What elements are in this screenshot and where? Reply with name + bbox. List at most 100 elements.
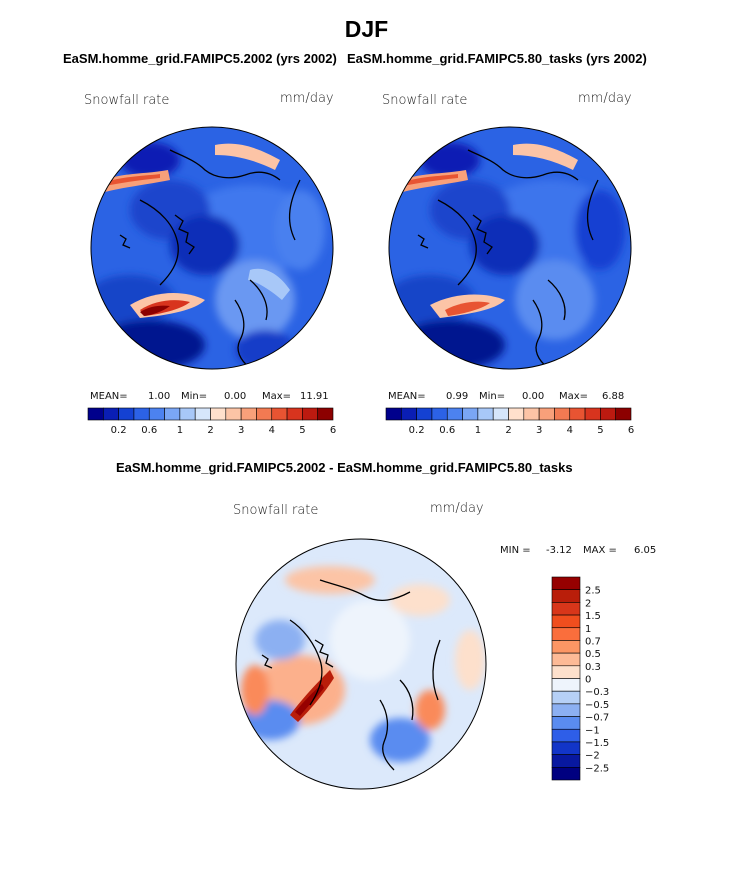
colorbar-swatch (551, 767, 581, 781)
panel-1-map (91, 127, 333, 369)
panel-1-units-label: mm/day (280, 91, 334, 106)
colorbar-swatch (446, 407, 463, 421)
colorbar-tick-label: 6 (330, 425, 336, 436)
panel-1-max-value: 11.91 (300, 391, 329, 402)
colorbar-tick-label: 1 (475, 425, 481, 436)
colorbar-swatch (103, 407, 119, 421)
colorbar-swatch (551, 741, 581, 755)
colorbar-swatch (385, 407, 402, 421)
colorbar-tick-label: 1 (177, 425, 183, 436)
panel-3-min-value: -3.12 (546, 545, 572, 556)
colorbar-tick-label: 5 (597, 425, 603, 436)
colorbar-tick-label: 1.5 (585, 611, 601, 622)
colorbar-swatch (302, 407, 318, 421)
panel-1-variable-label: Snowfall rate (84, 93, 170, 108)
panel-1-title: EaSM.homme_grid.FAMIPC5.2002 (yrs 2002) (63, 51, 337, 66)
colorbar-tick-label: −0.5 (585, 700, 609, 711)
colorbar-tick-label: 0.6 (141, 425, 157, 436)
colorbar-swatch (551, 703, 581, 717)
colorbar-swatch (584, 407, 601, 421)
colorbar-tick-label: 5 (299, 425, 305, 436)
panel-1-max-label: Max= (262, 391, 292, 402)
panel-1-mean-label: MEAN= (90, 391, 128, 402)
colorbar-swatch (554, 407, 571, 421)
colorbar-swatch (240, 407, 257, 421)
colorbar-swatch (416, 407, 433, 421)
panel-3-map-border (235, 538, 487, 790)
colorbar-tick-label: 0.7 (585, 636, 601, 647)
panel-1-colorbar: 0.2 0.6 1 2 3 4 5 6 (87, 407, 336, 436)
colorbar-tick-label: −0.3 (585, 687, 609, 698)
colorbar-swatch (569, 407, 586, 421)
panel-2-min-label: Min= (479, 391, 506, 402)
colorbar-swatch (401, 407, 417, 421)
colorbar-tick-label: 4 (269, 425, 275, 436)
colorbar-tick-label: 3 (536, 425, 542, 436)
colorbar-swatch (551, 640, 581, 654)
colorbar-swatch (118, 407, 135, 421)
colorbar-tick-label: 0 (585, 675, 591, 686)
panel-2-mean-label: MEAN= (388, 391, 426, 402)
colorbar-tick-label: −2 (585, 751, 600, 762)
colorbar-tick-label: 0.6 (439, 425, 455, 436)
colorbar-tick-label: 2.5 (585, 586, 601, 597)
panel-2-title: EaSM.homme_grid.FAMIPC5.80_tasks (yrs 20… (347, 51, 647, 66)
colorbar-swatch (271, 407, 288, 421)
colorbar-swatch (551, 652, 581, 667)
panel-2-units-label: mm/day (578, 91, 632, 106)
colorbar-swatch (87, 407, 104, 421)
panel-2-max-value: 6.88 (602, 391, 625, 402)
colorbar-swatch (508, 407, 525, 421)
colorbar-swatch (477, 407, 494, 421)
panel-3-title: EaSM.homme_grid.FAMIPC5.2002 - EaSM.homm… (116, 460, 573, 475)
colorbar-tick-label: −0.7 (585, 713, 609, 724)
panel-2-max-label: Max= (559, 391, 589, 402)
colorbar-tick-label: 2 (505, 425, 511, 436)
panel-3-units-label: mm/day (430, 501, 484, 516)
page-title: DJF (344, 16, 389, 42)
colorbar-swatch (164, 407, 181, 421)
colorbar-tick-label: 0.2 (111, 425, 127, 436)
colorbar-swatch (286, 407, 303, 421)
colorbar-swatch (225, 407, 242, 421)
colorbar-tick-label: −2.5 (585, 763, 609, 774)
panel-2-min-value: 0.00 (522, 391, 545, 402)
colorbar-swatch (256, 407, 273, 421)
colorbar-swatch (431, 407, 448, 421)
colorbar-swatch (551, 614, 581, 629)
colorbar-swatch (615, 407, 632, 421)
colorbar-tick-label: 0.5 (585, 649, 601, 660)
colorbar-swatch (551, 716, 581, 730)
colorbar-swatch (194, 407, 211, 421)
colorbar-swatch (600, 407, 616, 421)
colorbar-swatch (462, 407, 479, 421)
colorbar-tick-label: −1 (585, 725, 600, 736)
colorbar-tick-label: 3 (238, 425, 244, 436)
colorbar-tick-label: 2 (585, 598, 591, 609)
panel-1-mean-value: 1.00 (148, 391, 171, 402)
panel-2-map (389, 127, 631, 369)
panel-3-max-label: MAX = (583, 545, 617, 556)
colorbar-swatch (523, 407, 540, 421)
panel-3-max-value: 6.05 (634, 545, 657, 556)
panel-2-variable-label: Snowfall rate (382, 93, 468, 108)
panel-1-min-label: Min= (181, 391, 208, 402)
panel-3-min-label: MIN = (500, 545, 531, 556)
panel-2-colorbar: 0.2 0.6 1 2 3 4 5 6 (385, 407, 634, 436)
colorbar-swatch (492, 407, 509, 421)
colorbar-tick-label: 4 (567, 425, 573, 436)
colorbar-swatch (551, 690, 581, 705)
colorbar-tick-label: −1.5 (585, 738, 609, 749)
colorbar-swatch (551, 602, 581, 616)
panel-1-map-border (90, 126, 334, 370)
panel-3-colorbar: 2.52 1.5 10.7 0.5 0.3 0−0.3 −0.5 −0.7−1 −1.5 −2−2… (551, 576, 609, 781)
colorbar-swatch (148, 407, 165, 421)
panel-3-map (236, 539, 486, 789)
colorbar-swatch (210, 407, 227, 421)
colorbar-swatch (179, 407, 196, 421)
colorbar-swatch (551, 627, 581, 641)
colorbar-swatch (133, 407, 150, 421)
panel-3-variable-label: Snowfall rate (233, 503, 319, 518)
colorbar-swatch (551, 678, 581, 692)
